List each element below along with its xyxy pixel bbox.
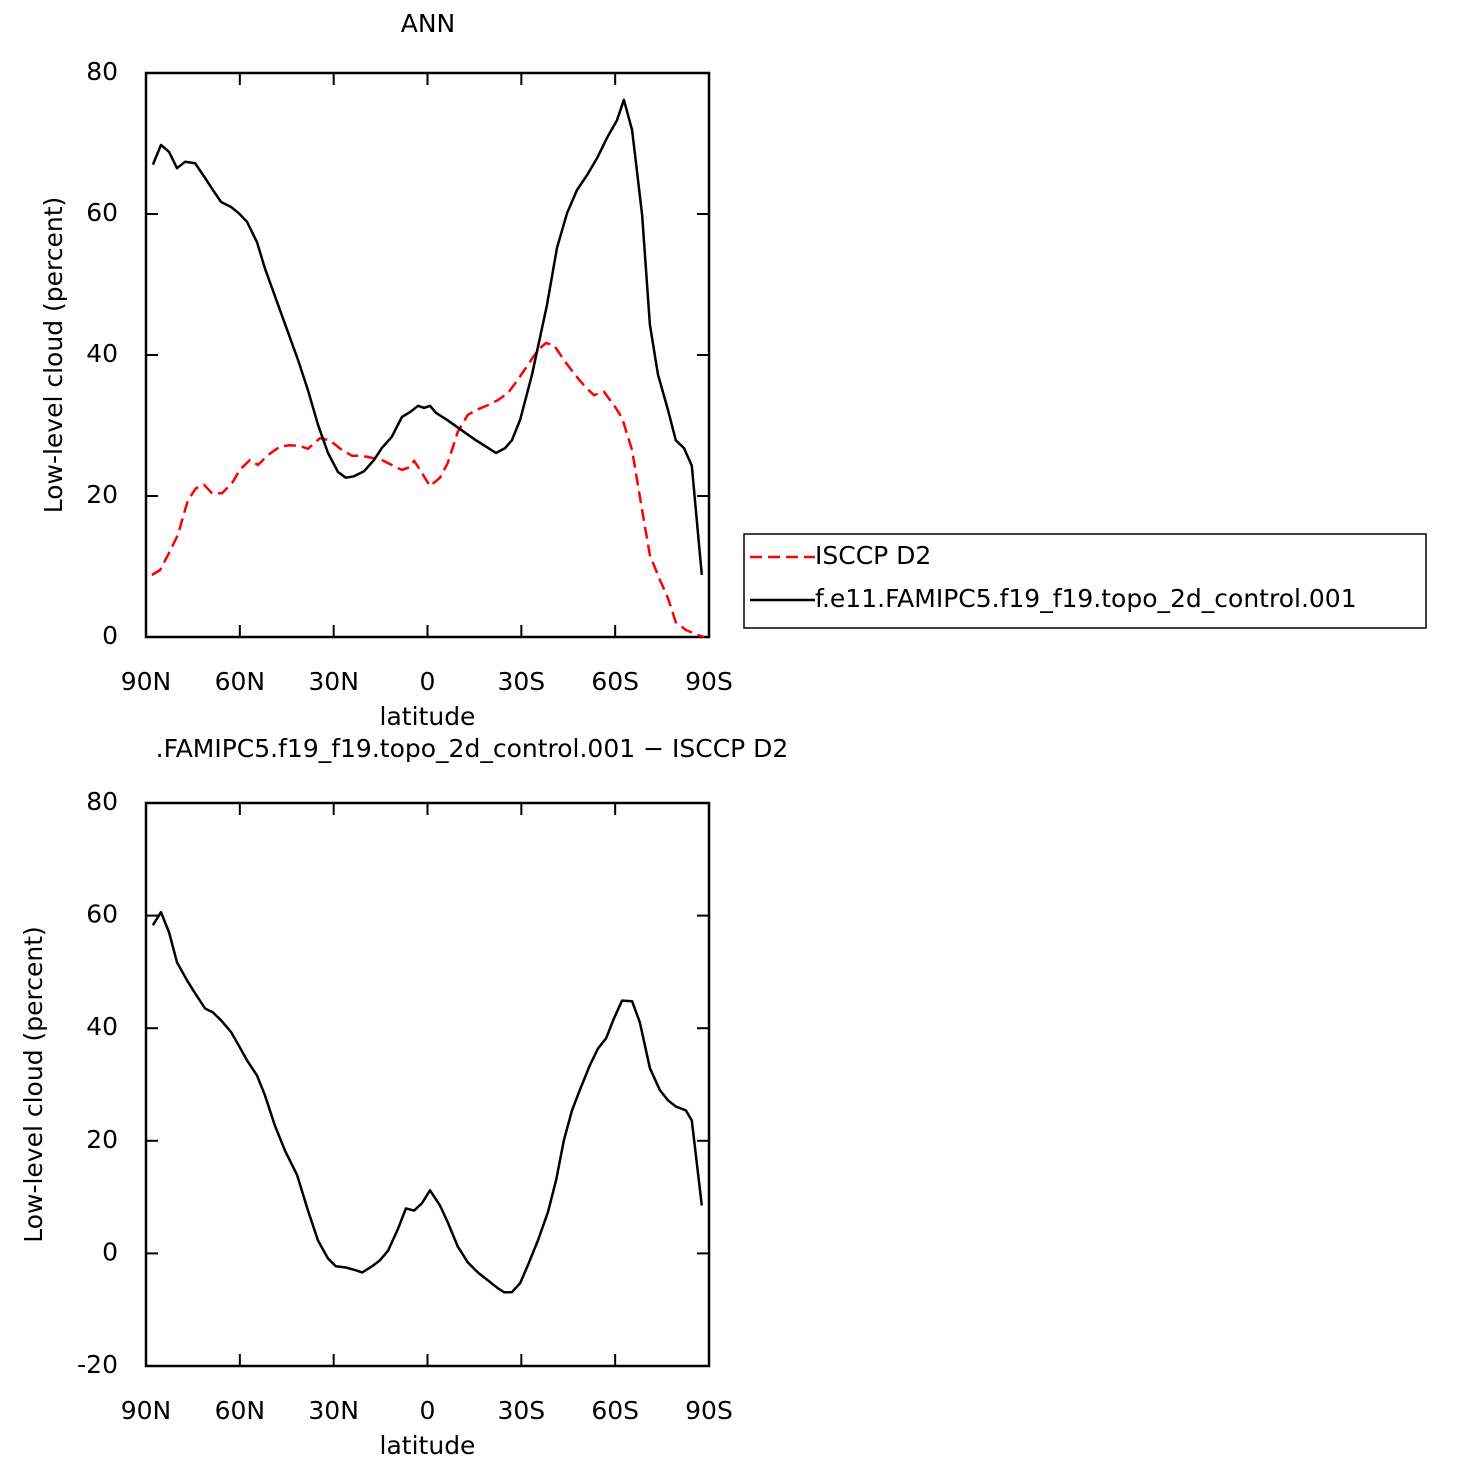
y-tick-label: 80 — [86, 57, 118, 86]
data-line — [151, 910, 704, 1294]
plot-frame — [144, 71, 711, 639]
plot-frame — [144, 801, 711, 1368]
y-tick-label: 20 — [86, 480, 118, 509]
x-tick-label: 30S — [497, 1396, 545, 1425]
y-tick-label: 40 — [86, 339, 118, 368]
chart-title: ANN — [401, 9, 456, 38]
x-tick-label: 90S — [685, 667, 733, 696]
x-tick-label: 90N — [121, 667, 172, 696]
data-line — [151, 98, 704, 576]
x-tick-label: 0 — [420, 667, 436, 696]
x-tick-label: 30N — [308, 1396, 359, 1425]
x-tick-label: 90N — [121, 1396, 172, 1425]
x-tick-label: 0 — [420, 1396, 436, 1425]
x-tick-label: 60S — [591, 667, 639, 696]
y-axis-label: Low-level cloud (percent) — [39, 197, 68, 514]
x-tick-label: 90S — [685, 1396, 733, 1425]
y-tick-label: 80 — [86, 787, 118, 816]
y-tick-label: 60 — [86, 900, 118, 929]
y-tick-label: 40 — [86, 1012, 118, 1041]
y-tick-label: 20 — [86, 1125, 118, 1154]
x-tick-label: 30N — [308, 667, 359, 696]
y-axis-label: Low-level cloud (percent) — [19, 926, 48, 1243]
x-tick-label: 60N — [215, 667, 266, 696]
data-line — [151, 341, 705, 639]
y-tick-label: 60 — [86, 198, 118, 227]
x-tick-label: 60S — [591, 1396, 639, 1425]
legend-label: ISCCP D2 — [815, 541, 931, 570]
chart-title: .FAMIPC5.f19_f19.topo_2d_control.001 − I… — [156, 734, 789, 763]
y-tick-label: 0 — [102, 1237, 118, 1266]
x-tick-label: 60N — [215, 1396, 266, 1425]
legend-label: f.e11.FAMIPC5.f19_f19.topo_2d_control.00… — [815, 584, 1357, 613]
x-axis-label: latitude — [380, 702, 476, 731]
x-axis-label: latitude — [380, 1431, 476, 1460]
x-tick-label: 30S — [497, 667, 545, 696]
y-tick-label: -20 — [77, 1350, 118, 1379]
legend-box — [743, 533, 1427, 629]
y-tick-label: 0 — [102, 621, 118, 650]
